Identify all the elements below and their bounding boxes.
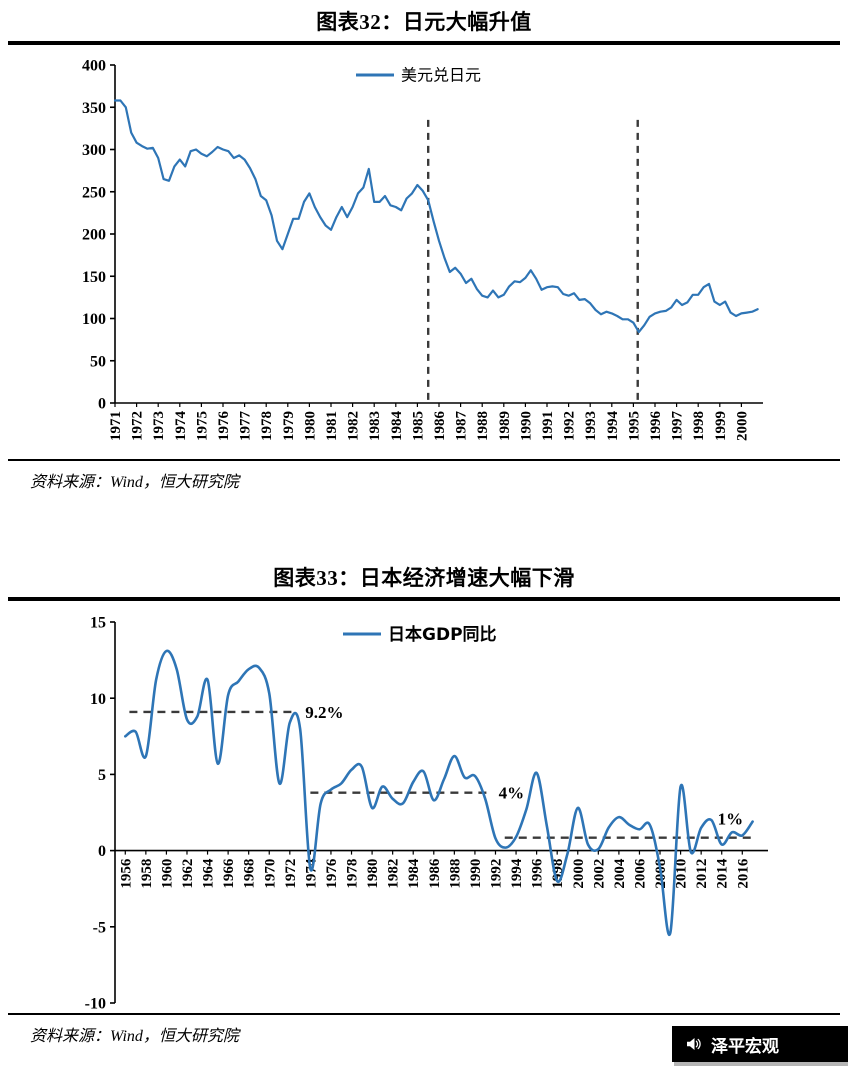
watermark-label: 泽平宏观 [711, 1036, 779, 1057]
series-line [124, 649, 754, 937]
x-tick-label: 1988 [447, 859, 463, 889]
x-tick-label: 1960 [159, 859, 175, 889]
x-tick-label: 2000 [571, 859, 587, 889]
x-tick-label: 1991 [540, 411, 556, 441]
x-tick-label: 1974 [303, 858, 319, 889]
x-tick-label: 1979 [281, 411, 297, 441]
x-tick-label: 1974 [173, 411, 189, 442]
x-tick-label: 1985 [410, 411, 426, 441]
x-tick-label: 1970 [262, 859, 278, 889]
x-tick-label: 1956 [118, 858, 134, 889]
y-tick-label: 200 [82, 227, 106, 244]
x-tick-label: 1980 [365, 859, 381, 889]
x-tick-label: 1978 [345, 859, 361, 889]
x-tick-label: 1990 [468, 859, 484, 889]
x-tick-label: 1990 [518, 411, 534, 441]
x-tick-label: 1972 [130, 411, 146, 441]
x-tick-label: 1996 [530, 858, 546, 889]
x-tick-label: 1986 [427, 858, 443, 889]
x-tick-label: 1984 [389, 411, 405, 442]
figure-33-title: 图表33：日本经济增速大幅下滑 [273, 566, 575, 590]
x-tick-label: 2002 [591, 859, 607, 889]
x-tick-label: 1981 [324, 411, 340, 441]
x-tick-label: 1962 [180, 859, 196, 889]
x-tick-label: 1996 [648, 411, 664, 442]
x-tick-label: 2000 [734, 411, 750, 441]
x-tick-label: 1994 [509, 858, 525, 889]
x-tick-label: 1999 [713, 411, 729, 441]
y-tick-label: 400 [82, 58, 106, 75]
y-tick-label: 300 [82, 142, 106, 159]
y-tick-label: 50 [90, 354, 106, 371]
x-tick-label: 1995 [626, 411, 642, 441]
x-tick-label: 1984 [406, 858, 422, 889]
megaphone-icon [687, 1038, 701, 1050]
x-tick-label: 1993 [583, 411, 599, 441]
x-tick-label: 1980 [302, 411, 318, 441]
x-tick-label: 1998 [691, 411, 707, 441]
x-tick-label: 1966 [221, 858, 237, 889]
figure-33-top-rule [8, 597, 840, 602]
x-tick-label: 1992 [488, 859, 504, 889]
x-tick-label: 1983 [367, 411, 383, 441]
x-tick-label: 1971 [108, 411, 124, 441]
y-tick-label: -10 [85, 996, 106, 1013]
y-tick-label: 10 [90, 691, 106, 708]
x-tick-label: 1975 [194, 411, 210, 441]
y-tick-label: 0 [98, 843, 106, 860]
x-tick-label: 1976 [324, 858, 340, 889]
legend-label: 日本GDP同比 [388, 624, 497, 645]
y-tick-label: 5 [98, 767, 106, 784]
x-tick-label: 1989 [497, 411, 513, 441]
y-tick-label: 250 [82, 185, 106, 202]
x-tick-label: 1982 [386, 859, 402, 889]
figure-32-bottom-rule [8, 459, 840, 462]
figure-32-title: 图表32：日元大幅升值 [316, 10, 532, 34]
average-label: 9.2% [305, 703, 343, 722]
figure-32: 图表32：日元大幅升值 0 50 100 150 200 250 300 350 400 1971… [0, 0, 848, 492]
y-tick-label: -5 [93, 920, 106, 937]
x-tick-label: 1978 [259, 411, 275, 441]
x-tick-label: 2006 [632, 858, 648, 889]
x-tick-label: 1987 [454, 411, 470, 442]
x-tick-label: 2010 [674, 859, 690, 889]
average-label: 4% [499, 784, 525, 803]
x-tick-label: 1964 [201, 858, 217, 889]
x-tick-label: 1973 [151, 411, 167, 441]
x-tick-label: 1958 [139, 859, 155, 889]
x-tick-label: 1992 [562, 411, 578, 441]
y-tick-label: 0 [98, 396, 106, 413]
x-tick-label: 1972 [283, 859, 299, 889]
x-tick-label: 1977 [238, 411, 254, 442]
x-tick-label: 1988 [475, 411, 491, 441]
usdjpy-line-chart: 0 50 100 150 200 250 300 350 400 1971 1972 1973 1974… [82, 58, 763, 442]
x-tick-label: 1976 [216, 411, 232, 442]
x-tick-label: 1986 [432, 411, 448, 442]
x-tick-label: 1994 [605, 411, 621, 442]
x-tick-label: 1997 [670, 411, 686, 442]
x-tick-label: 2012 [694, 859, 710, 889]
figure-33-source: 资料来源：Wind，恒大研究院 [30, 1028, 239, 1046]
x-tick-label: 2016 [735, 858, 751, 889]
legend-label: 美元兑日元 [401, 66, 481, 85]
figure-33-bottom-rule [8, 1013, 840, 1016]
x-tick-label: 1968 [242, 859, 258, 889]
y-tick-label: 15 [90, 615, 106, 632]
y-tick-label: 350 [82, 100, 106, 117]
series-line [113, 99, 759, 334]
figure-32-top-rule [8, 41, 840, 46]
zeping-macro-watermark: 泽平宏观 [672, 1026, 848, 1062]
figure-33: 图表33：日本经济增速大幅下滑 9.2% 4% 1% -10 -5 0 5 10 15 1956 1… [0, 556, 848, 1046]
figure-32-source: 资料来源：Wind，恒大研究院 [30, 474, 239, 492]
y-tick-label: 150 [82, 269, 106, 286]
x-tick-label: 1982 [346, 411, 362, 441]
x-tick-label: 2014 [715, 858, 731, 889]
x-tick-label: 2004 [612, 858, 628, 889]
average-label: 1% [718, 810, 744, 829]
y-tick-label: 100 [82, 311, 106, 328]
